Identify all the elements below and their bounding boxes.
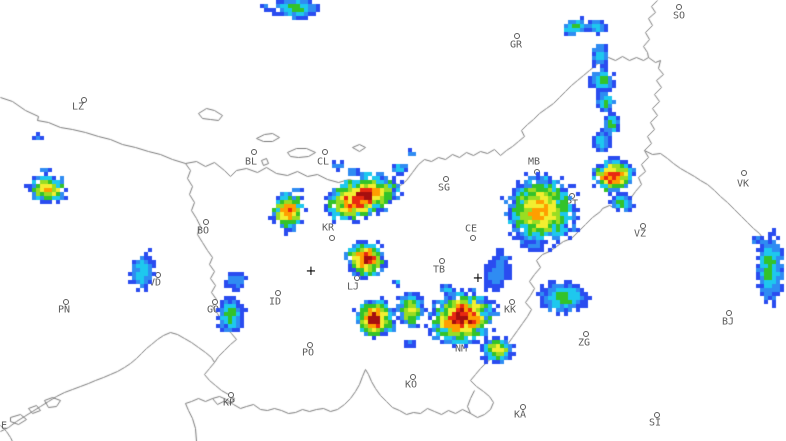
station-marker-circle bbox=[470, 235, 476, 241]
station-marker-circle bbox=[583, 331, 589, 337]
station-label: PO bbox=[301, 347, 315, 359]
station-label: NM bbox=[454, 343, 468, 355]
station-label: TB bbox=[432, 264, 446, 276]
station-marker-circle bbox=[443, 176, 449, 182]
station-label: CE bbox=[464, 223, 478, 235]
station-marker-circle bbox=[741, 170, 747, 176]
station-marker-circle bbox=[439, 258, 445, 264]
station-label: PT bbox=[565, 198, 579, 210]
station-label: ID bbox=[268, 296, 282, 308]
station-label: LZ bbox=[71, 101, 85, 113]
radar-site-cross-icon: + bbox=[472, 271, 484, 287]
station-label: KP bbox=[222, 397, 236, 409]
station-label: GR bbox=[509, 39, 523, 51]
station-marker-circle bbox=[514, 33, 520, 39]
station-label: VD bbox=[148, 277, 162, 289]
station-label: BJ bbox=[721, 316, 735, 328]
station-marker-circle bbox=[251, 149, 257, 155]
station-marker-circle bbox=[726, 310, 732, 316]
station-label: KK bbox=[503, 304, 517, 316]
station-label: ZG bbox=[577, 337, 591, 349]
station-label: KO bbox=[404, 379, 418, 391]
station-marker-circle bbox=[354, 275, 360, 281]
station-marker-circle bbox=[676, 4, 682, 10]
station-label: KA bbox=[513, 409, 527, 421]
station-label: VK bbox=[736, 178, 750, 190]
station-label: SI bbox=[648, 417, 662, 429]
station-label: PN bbox=[57, 304, 71, 316]
station-label: BO bbox=[196, 225, 210, 237]
station-marker-circle bbox=[329, 235, 335, 241]
station-label: BL bbox=[244, 156, 258, 168]
station-marker-circle bbox=[534, 169, 540, 175]
station-label: KR bbox=[321, 222, 335, 234]
station-label: SG bbox=[437, 182, 451, 194]
station-label: MB bbox=[527, 156, 541, 168]
station-label: SO bbox=[672, 10, 686, 22]
station-label: CL bbox=[316, 156, 330, 168]
station-label: GO bbox=[206, 304, 220, 316]
station-marker-circle bbox=[275, 290, 281, 296]
partial-edge-label: E bbox=[1, 420, 8, 432]
station-marker-circle bbox=[461, 337, 467, 343]
station-marker-circle bbox=[322, 149, 328, 155]
station-marker-circle bbox=[203, 219, 209, 225]
radar-site-cross-icon: + bbox=[305, 264, 317, 280]
station-label: VZ bbox=[633, 228, 647, 240]
station-label: LJ bbox=[346, 281, 360, 293]
